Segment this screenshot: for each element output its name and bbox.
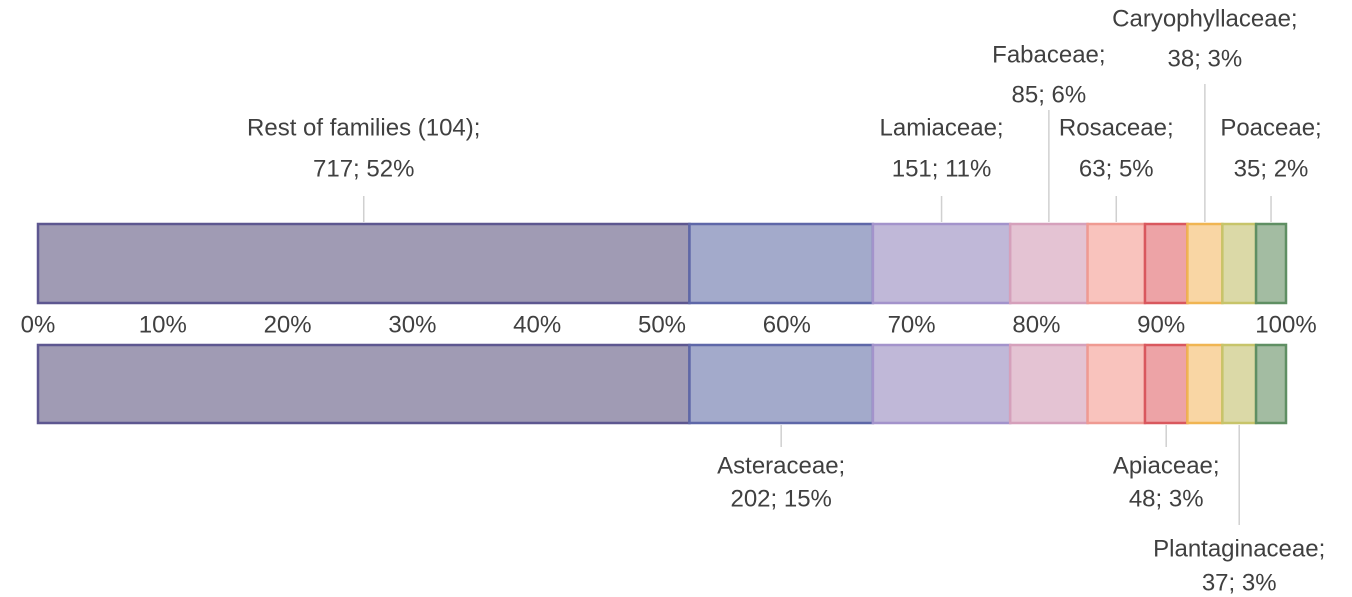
x-tick-label: 40%: [513, 311, 561, 338]
bar-segment: [1008, 222, 1089, 305]
data-label-name: Plantaginaceae;: [1153, 535, 1325, 562]
data-label: 151; 11%: [892, 155, 992, 182]
data-label-name: Asteraceae;: [717, 452, 845, 479]
x-tick-label: 30%: [388, 311, 436, 338]
data-label-name: Poaceae;: [1220, 114, 1321, 141]
data-label-name: Rosaceae;: [1059, 114, 1174, 141]
x-tick-label: 10%: [139, 311, 187, 338]
bar-segment: [1086, 343, 1147, 425]
x-tick-label: 80%: [1012, 311, 1060, 338]
bar-segment: [1254, 222, 1288, 305]
bar-segment: [1186, 343, 1224, 425]
x-tick-label: 100%: [1255, 311, 1316, 338]
data-label: 717; 52%: [313, 155, 414, 182]
x-tick-label: 20%: [264, 311, 312, 338]
data-label-name: Caryophyllaceae;: [1112, 5, 1297, 32]
x-tick-label: 0%: [21, 311, 56, 338]
bar-segment: [1186, 222, 1224, 305]
data-label-name: Lamiaceae;: [880, 114, 1004, 141]
bar-segment: [36, 222, 691, 305]
bar-segment: [36, 343, 691, 425]
bar-segment: [1254, 343, 1288, 425]
data-label: 37; 3%: [1202, 569, 1277, 596]
bar-segment: [871, 343, 1012, 425]
bar-segment: [1008, 343, 1089, 425]
data-label-name: Rest of families (104);: [247, 114, 480, 141]
bar-segment: [688, 343, 875, 425]
x-tick-label: 70%: [888, 311, 936, 338]
bar-segment: [688, 222, 875, 305]
bar-segment: [1143, 343, 1189, 425]
x-tick-label: 50%: [638, 311, 686, 338]
bar-segment: [1086, 222, 1147, 305]
data-label: 38; 3%: [1168, 45, 1243, 72]
data-label: 48; 3%: [1129, 485, 1204, 512]
data-label-name: Fabaceae;: [992, 41, 1105, 68]
data-label: 35; 2%: [1234, 155, 1309, 182]
x-tick-label: 90%: [1137, 311, 1185, 338]
data-label: 202; 15%: [730, 485, 831, 512]
data-label: 85; 6%: [1012, 81, 1087, 108]
bar-segment: [871, 222, 1012, 305]
bar-segment: [1221, 222, 1258, 305]
bar-segment: [1143, 222, 1189, 305]
data-label-name: Apiaceae;: [1113, 452, 1220, 479]
bar-segment: [1221, 343, 1258, 425]
data-label: 63; 5%: [1079, 155, 1154, 182]
x-tick-label: 60%: [763, 311, 811, 338]
